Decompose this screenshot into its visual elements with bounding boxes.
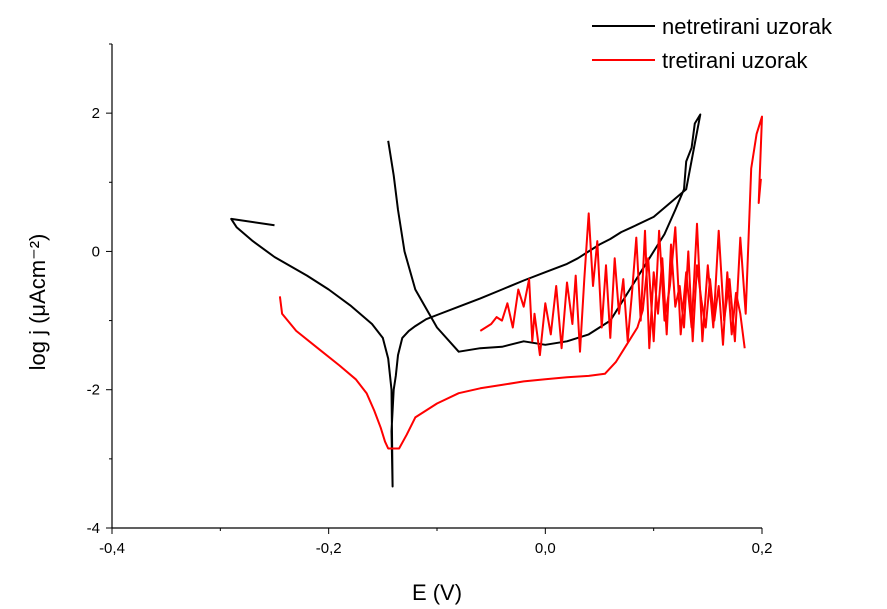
- x-tick-label: 0,2: [752, 540, 773, 557]
- x-tick-label: 0,0: [535, 540, 556, 557]
- x-tick-label: -0,2: [316, 540, 342, 557]
- legend-label-tretirani: tretirani uzorak: [662, 48, 809, 73]
- y-tick-label: 2: [92, 105, 100, 122]
- legend: netretirani uzorak tretirani uzorak: [592, 14, 833, 73]
- ticks: -0,4 -0,2 0,0 0,2 -4 -2 0 2: [87, 43, 773, 557]
- x-axis-title: E (V): [412, 580, 462, 605]
- legend-label-netretirani: netretirani uzorak: [662, 14, 833, 39]
- series-layer: [230, 113, 763, 488]
- series-line-1: [278, 115, 763, 450]
- series-line-0: [230, 113, 702, 488]
- y-axis-title: log j (μAcm⁻²): [25, 234, 50, 371]
- y-tick-label: -2: [87, 382, 100, 399]
- series-line-2: [479, 212, 746, 357]
- y-tick-label: -4: [87, 520, 100, 537]
- x-tick-label: -0,4: [99, 540, 125, 557]
- y-tick-label: 0: [92, 243, 100, 260]
